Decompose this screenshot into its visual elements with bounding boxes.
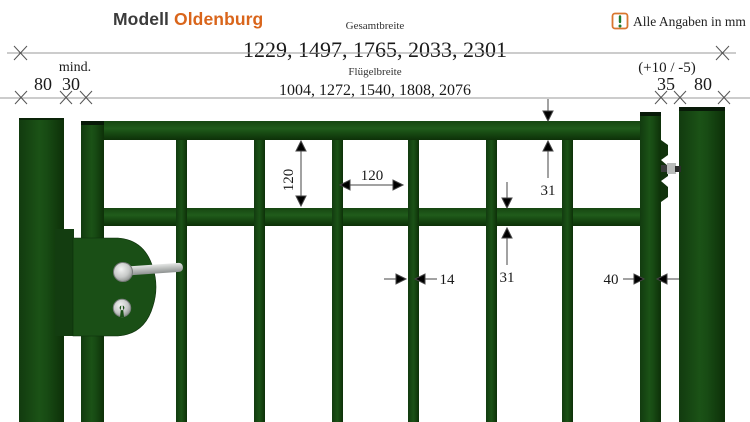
svg-text:14: 14 bbox=[440, 272, 456, 288]
svg-text:31: 31 bbox=[500, 270, 515, 286]
svg-text:120: 120 bbox=[281, 169, 297, 192]
svg-text:31: 31 bbox=[541, 183, 556, 199]
svg-text:120: 120 bbox=[361, 168, 384, 184]
svg-text:40: 40 bbox=[604, 272, 619, 288]
